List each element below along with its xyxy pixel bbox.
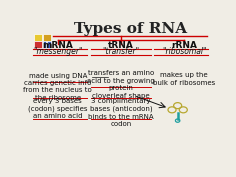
Bar <box>47 41 51 48</box>
Text: rRNA: rRNA <box>171 41 197 50</box>
Text: "messenger": "messenger" <box>33 47 83 56</box>
Bar <box>34 41 42 48</box>
Text: carries genetic info
from the nucleus to
the ribosome: carries genetic info from the nucleus to… <box>23 80 92 101</box>
Bar <box>43 41 46 48</box>
Bar <box>43 34 51 41</box>
Text: 3 complimentary
bases (anticodon)
binds to the mRNA
codon: 3 complimentary bases (anticodon) binds … <box>88 98 154 127</box>
Text: "transfer": "transfer" <box>102 47 139 56</box>
Bar <box>34 34 42 41</box>
Text: Types of RNA: Types of RNA <box>74 22 187 36</box>
Text: made using DNA: made using DNA <box>29 73 87 79</box>
Text: transfers an amino
acid to the growing
protein: transfers an amino acid to the growing p… <box>87 70 155 91</box>
Text: every 3 bases
(codon) specifies
an amino acid: every 3 bases (codon) specifies an amino… <box>28 98 88 119</box>
Text: cloverleaf shape: cloverleaf shape <box>92 93 150 99</box>
Text: "ribosomal": "ribosomal" <box>162 47 206 56</box>
Text: makes up the
bulk of ribosomes: makes up the bulk of ribosomes <box>153 72 215 86</box>
Text: mRNA: mRNA <box>42 41 73 50</box>
Text: tRNA: tRNA <box>108 41 134 50</box>
